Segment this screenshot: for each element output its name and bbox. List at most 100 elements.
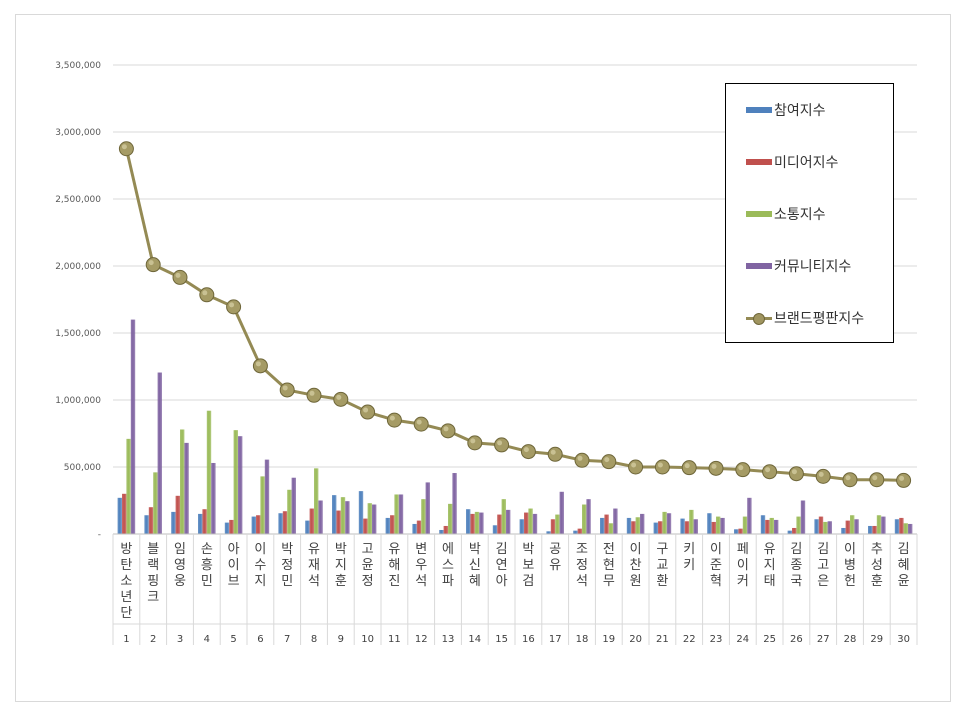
bar-3	[903, 523, 908, 534]
brand-index-point	[333, 391, 349, 407]
bar-1	[734, 529, 739, 534]
point-highlight	[363, 407, 369, 413]
legend-label: 브랜드평판지수	[774, 311, 865, 327]
bar-1	[439, 529, 444, 534]
legend-label: 커뮤니티지수	[774, 259, 852, 275]
bar-4	[747, 497, 752, 534]
bar-3	[582, 504, 587, 534]
x-rank-label: 12	[415, 634, 428, 645]
legend-item-community: 커뮤니티지수	[746, 256, 851, 276]
x-rank-label: 4	[204, 634, 210, 645]
y-tick-label: 3,500,000	[55, 61, 101, 71]
bar-2	[765, 519, 770, 534]
bar-1	[251, 516, 256, 534]
brand-index-point	[708, 460, 724, 476]
bar-1	[358, 491, 364, 534]
y-tick-label: 1,000,000	[55, 396, 101, 406]
bar-1	[224, 522, 230, 534]
bar-1	[626, 517, 632, 534]
bar-2	[256, 515, 261, 534]
point-highlight	[899, 475, 905, 481]
brand-index-point	[252, 358, 268, 374]
legend-swatch-media	[746, 159, 772, 165]
bar-3	[340, 497, 346, 534]
bar-4	[881, 516, 886, 534]
bar-2	[416, 520, 422, 534]
brand-index-point	[226, 299, 242, 315]
bar-1	[144, 515, 149, 534]
legend-swatch-communication	[746, 211, 772, 217]
bar-2	[604, 514, 609, 534]
point-highlight	[336, 394, 342, 400]
brand-index-point	[118, 141, 134, 157]
brand-index-point	[574, 452, 590, 468]
bar-4	[398, 494, 404, 534]
bar-2	[175, 495, 180, 534]
bar-4	[586, 499, 591, 534]
bar-4	[800, 500, 806, 534]
bar-4	[345, 501, 350, 534]
bar-2	[738, 528, 743, 534]
brand-index-point	[601, 454, 617, 470]
x-rank-label: 9	[338, 634, 344, 645]
brand-index-point	[681, 460, 697, 476]
point-highlight	[765, 467, 771, 473]
bar-1	[653, 522, 658, 534]
bar-3	[314, 468, 319, 534]
brand-index-point	[628, 459, 644, 475]
brand-index-point	[869, 472, 885, 488]
chart-legend: 참여지수 미디어지수 소통지수 커뮤니티지수 브랜드평판지수	[725, 83, 894, 343]
legend-swatch-participation	[746, 107, 772, 113]
bar-3	[689, 509, 694, 534]
point-highlight	[470, 438, 476, 444]
point-highlight	[175, 272, 181, 278]
y-tick-label: 1,500,000	[55, 329, 101, 339]
bar-1	[117, 497, 122, 534]
bar-2	[282, 511, 288, 534]
legend-swatch-brand-index	[746, 312, 772, 325]
point-highlight	[148, 260, 154, 266]
bar-1	[868, 525, 873, 534]
bar-4	[774, 519, 779, 534]
bar-1	[546, 531, 551, 534]
brand-index-point	[279, 382, 295, 398]
bar-4	[130, 319, 136, 534]
x-rank-label: 23	[710, 634, 723, 645]
brand-index-point	[360, 404, 376, 420]
bar-1	[492, 525, 498, 534]
bar-3	[394, 494, 399, 534]
bar-4	[211, 462, 216, 534]
x-rank-label: 3	[177, 634, 183, 645]
bar-2	[122, 493, 127, 534]
bar-3	[126, 438, 131, 534]
x-rank-label: 11	[388, 634, 401, 645]
bar-3	[206, 410, 212, 534]
bar-3	[287, 489, 292, 534]
x-rank-label: 30	[897, 634, 910, 645]
x-rank-label: 5	[230, 634, 236, 645]
x-rank-label: 2	[150, 634, 156, 645]
bar-2	[577, 528, 582, 534]
x-rank-label: 17	[549, 634, 562, 645]
bar-3	[180, 429, 185, 534]
x-rank-label: 7	[284, 634, 290, 645]
bar-2	[550, 519, 556, 534]
bar-1	[305, 520, 310, 534]
x-rank-label: 15	[495, 634, 508, 645]
bar-1	[600, 517, 605, 534]
legend-label: 참여지수	[774, 103, 826, 119]
point-highlight	[711, 463, 717, 469]
brand-index-point	[172, 269, 188, 285]
legend-item-communication: 소통지수	[746, 204, 826, 224]
x-rank-label: 16	[522, 634, 535, 645]
